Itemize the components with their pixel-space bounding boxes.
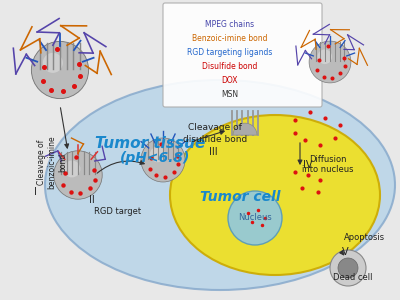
Text: II: II: [89, 195, 95, 205]
Text: DOX: DOX: [222, 76, 238, 85]
Ellipse shape: [170, 115, 380, 275]
Text: MPEG chains: MPEG chains: [206, 20, 254, 29]
Text: Benzoic-imine bond: Benzoic-imine bond: [192, 34, 268, 43]
Circle shape: [150, 147, 165, 162]
Circle shape: [141, 138, 185, 182]
Text: Tumor cell: Tumor cell: [200, 190, 280, 204]
Circle shape: [43, 53, 63, 73]
Text: RGD targeting ligands: RGD targeting ligands: [187, 48, 273, 57]
Text: (pH<6.8): (pH<6.8): [120, 151, 190, 165]
Text: Diffusion: Diffusion: [309, 155, 347, 164]
Text: Cleavage of
benzoic-imine
bond: Cleavage of benzoic-imine bond: [37, 135, 67, 189]
Text: RGD target: RGD target: [94, 208, 142, 217]
Text: MSN: MSN: [222, 90, 238, 99]
Text: Disulfide bond: Disulfide bond: [202, 62, 258, 71]
Circle shape: [338, 258, 358, 278]
Text: V: V: [342, 247, 348, 257]
Circle shape: [309, 41, 351, 83]
Circle shape: [64, 160, 80, 177]
Text: III: III: [209, 147, 217, 157]
Text: disulfide bond: disulfide bond: [183, 134, 247, 143]
Circle shape: [318, 50, 332, 64]
Ellipse shape: [45, 80, 395, 290]
Text: I: I: [34, 187, 36, 197]
Text: Nucleus: Nucleus: [238, 214, 272, 223]
Text: into nucleus: into nucleus: [302, 166, 354, 175]
Text: Apoptosis: Apoptosis: [344, 233, 386, 242]
Circle shape: [330, 250, 366, 286]
FancyBboxPatch shape: [163, 3, 322, 107]
Wedge shape: [233, 123, 257, 135]
Circle shape: [228, 191, 282, 245]
Circle shape: [31, 41, 89, 99]
Text: Tumor tissue: Tumor tissue: [95, 136, 205, 151]
Text: Dead cell: Dead cell: [333, 274, 373, 283]
Circle shape: [54, 151, 102, 199]
Text: IV: IV: [303, 160, 313, 170]
Text: Cleavage of: Cleavage of: [188, 124, 242, 133]
